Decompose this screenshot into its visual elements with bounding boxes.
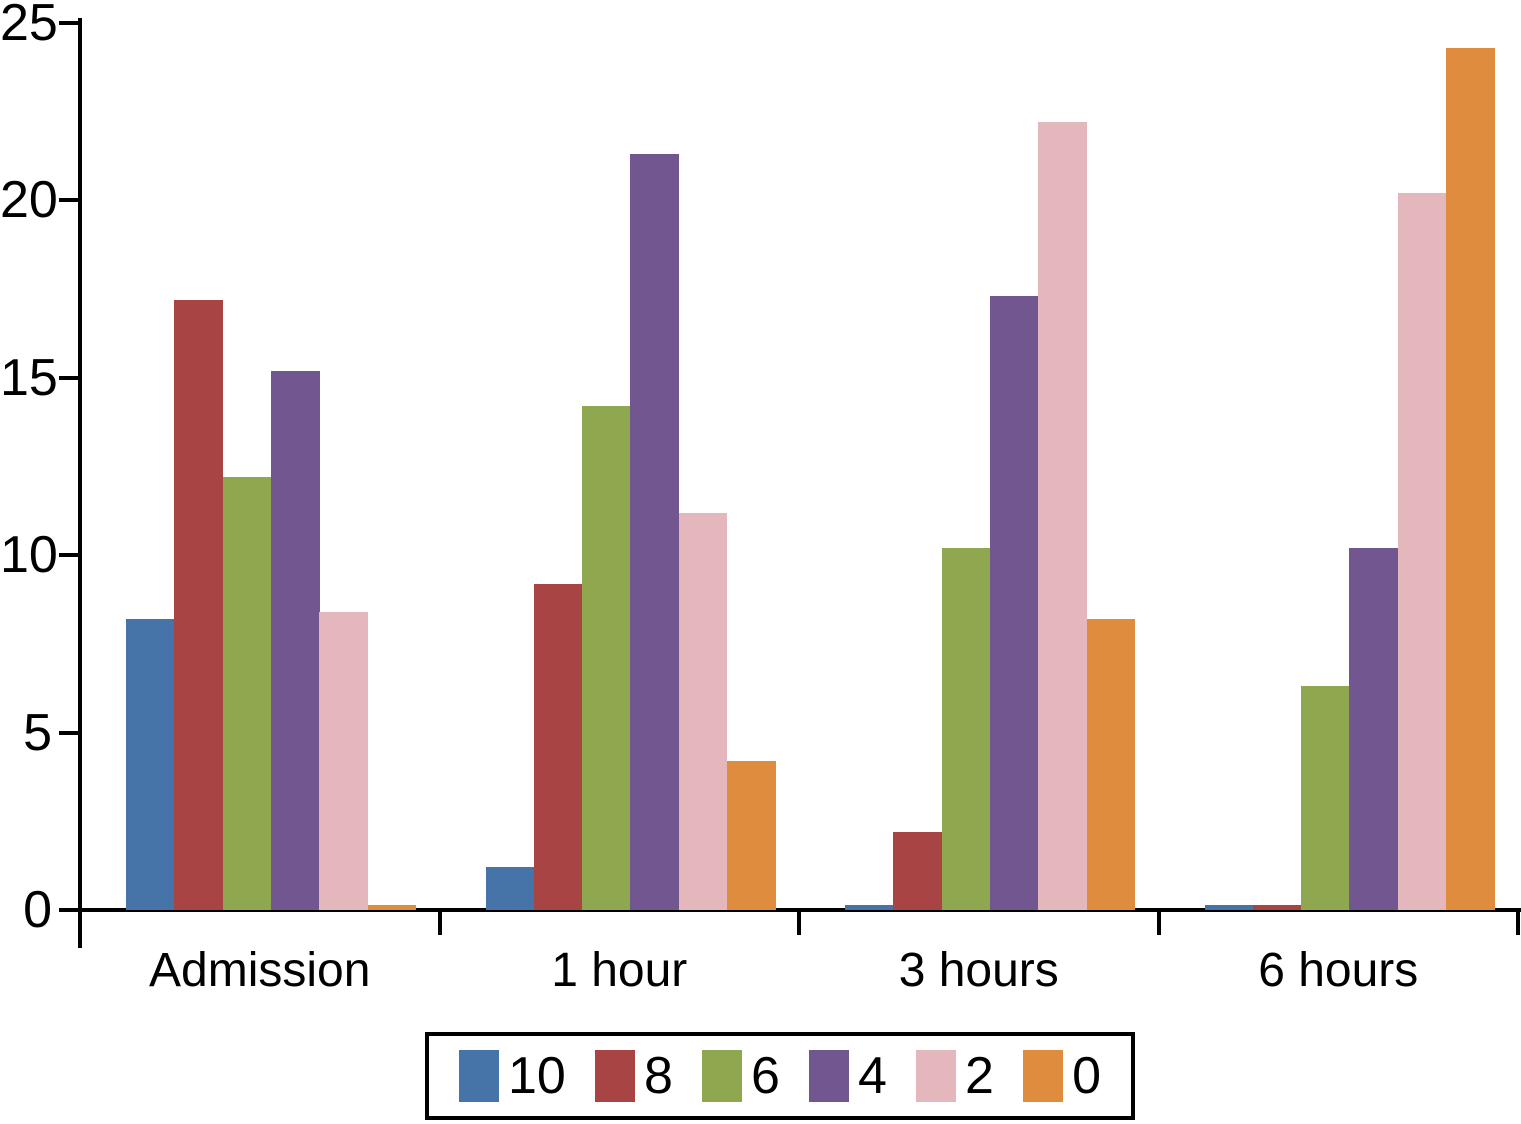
bar-series-2-group-3 [1038,122,1087,910]
bar-series-2-group-2 [678,512,728,910]
y-axis-tick [59,553,78,558]
legend-swatch-6 [701,1050,742,1102]
bar-series-6-group-1 [222,477,272,910]
y-axis-tick [59,21,78,25]
bar-series-4-group-4 [1349,548,1399,910]
legend-item-4: 4 [809,1050,887,1102]
bar-series-10-group-1 [126,619,175,910]
bar-series-6-group-2 [582,406,631,910]
legend-swatch-10 [459,1050,499,1102]
bar-series-10-group-4 [1204,904,1254,910]
legend-item-10: 10 [459,1050,566,1102]
y-tick-label: 20 [0,171,58,230]
y-axis-tick [59,730,78,735]
bar-series-0-group-3 [1086,619,1136,910]
legend-swatch-2 [916,1050,957,1102]
legend-label: 4 [858,1047,887,1105]
y-tick-label: 25 [0,0,58,52]
x-axis-tick [1516,908,1520,935]
legend-swatch-4 [809,1050,850,1102]
y-axis-tick [59,198,78,203]
legend-label: 8 [643,1047,673,1105]
bar-series-4-group-3 [989,296,1039,910]
x-axis-tick [437,908,442,935]
bar-series-0-group-2 [727,760,776,910]
bar-series-10-group-3 [845,904,894,910]
bar-series-0-group-1 [367,904,417,910]
legend-item-0: 0 [1023,1050,1101,1102]
legend: 10 8 6 4 2 0 [425,1032,1135,1120]
legend-label: 6 [750,1047,780,1105]
y-tick-label: 10 [0,526,58,585]
y-axis-tick [59,375,78,380]
legend-label: 2 [965,1047,994,1105]
bar-series-0-group-4 [1446,47,1495,910]
x-category-label: Admission [149,944,371,997]
y-axis-tick [59,908,78,912]
legend-item-6: 6 [701,1047,780,1105]
bar-series-4-group-2 [630,154,680,910]
legend-label: 10 [508,1047,566,1105]
bar-series-8-group-2 [533,583,583,910]
y-axis-line [78,18,82,948]
bar-series-4-group-1 [270,370,320,910]
y-tick-label: 0 [23,881,52,939]
bar-series-6-group-3 [941,548,991,910]
legend-swatch-0 [1023,1050,1064,1102]
x-category-label: 3 hours [898,944,1059,997]
y-tick-label: 5 [23,703,52,762]
bar-series-8-group-1 [174,299,223,910]
legend-item-8: 8 [594,1047,673,1105]
bar-series-8-group-4 [1252,904,1302,910]
y-tick-label: 15 [0,348,58,407]
bar-series-8-group-3 [893,831,942,910]
x-axis-tick [1156,908,1161,935]
bar-series-2-group-4 [1397,193,1447,910]
x-axis-tick [797,908,801,935]
bar-series-6-group-4 [1301,686,1350,910]
legend-item-2: 2 [916,1050,994,1102]
legend-label: 0 [1072,1047,1101,1105]
x-category-label: 6 hours [1258,944,1419,997]
legend-swatch-8 [594,1050,635,1102]
bar-series-2-group-1 [319,611,368,910]
x-category-label: 1 hour [551,944,688,997]
bar-series-10-group-2 [485,867,535,910]
